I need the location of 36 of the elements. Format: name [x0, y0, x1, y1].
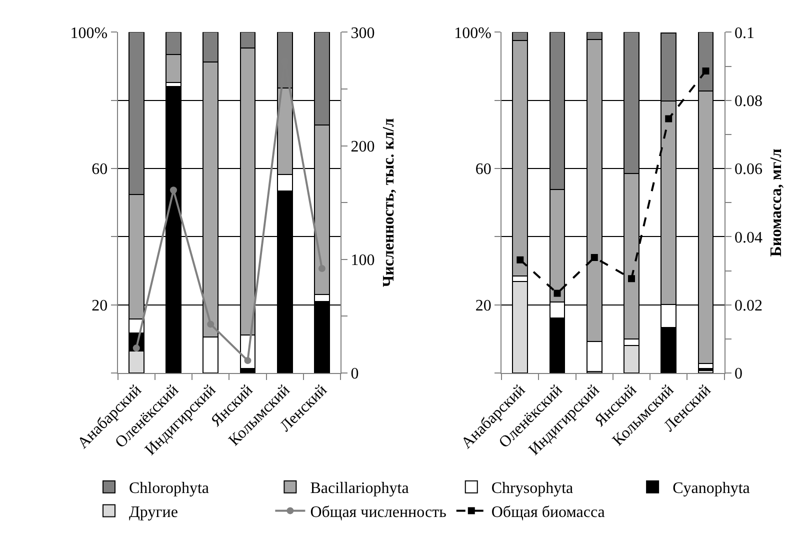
point — [628, 275, 635, 282]
y2-tick-label: 0.1 — [734, 24, 754, 42]
legend-label: Bacillariophyta — [310, 480, 409, 498]
y-tick-label: 60 — [92, 161, 108, 178]
y-tick-label: 100% — [454, 24, 492, 42]
point — [590, 254, 598, 261]
legend-label: Другие — [129, 504, 178, 521]
y2-axis-title: Биомасса, мг/л — [768, 148, 786, 257]
y2-tick-label: 0.02 — [734, 297, 762, 314]
y2-tick-label: 300 — [350, 24, 375, 42]
legend-label: Общая биомасса — [491, 504, 605, 521]
point — [702, 68, 710, 75]
y-tick-label: 100% — [70, 24, 108, 42]
point — [318, 265, 326, 272]
legend-label: Общая численность — [310, 504, 446, 521]
y2-tick-label: 200 — [350, 138, 375, 156]
y2-tick-label: 0.04 — [734, 229, 762, 246]
legend-label: Chrysophyta — [491, 480, 574, 498]
point — [516, 256, 524, 264]
point — [665, 115, 672, 122]
point — [244, 357, 252, 364]
y2-tick-label: 0 — [350, 366, 359, 383]
y2-tick-label: 100 — [350, 252, 375, 270]
y2-tick-label: 0 — [734, 366, 742, 383]
y-tick-label: 60 — [475, 161, 492, 178]
point — [132, 344, 140, 352]
y2-axis-title: Численность, тыс. кл/л — [380, 118, 398, 288]
y2-tick-label: 0.08 — [734, 92, 762, 110]
legend-label: Cyanophyta — [672, 480, 750, 498]
y-tick-label: 20 — [475, 297, 492, 314]
legend-label: Chlorophyta — [129, 480, 209, 498]
point — [170, 186, 177, 194]
point — [207, 320, 214, 328]
y2-tick-label: 0.06 — [734, 161, 762, 178]
point — [554, 290, 561, 297]
y-tick-label: 20 — [92, 297, 108, 314]
